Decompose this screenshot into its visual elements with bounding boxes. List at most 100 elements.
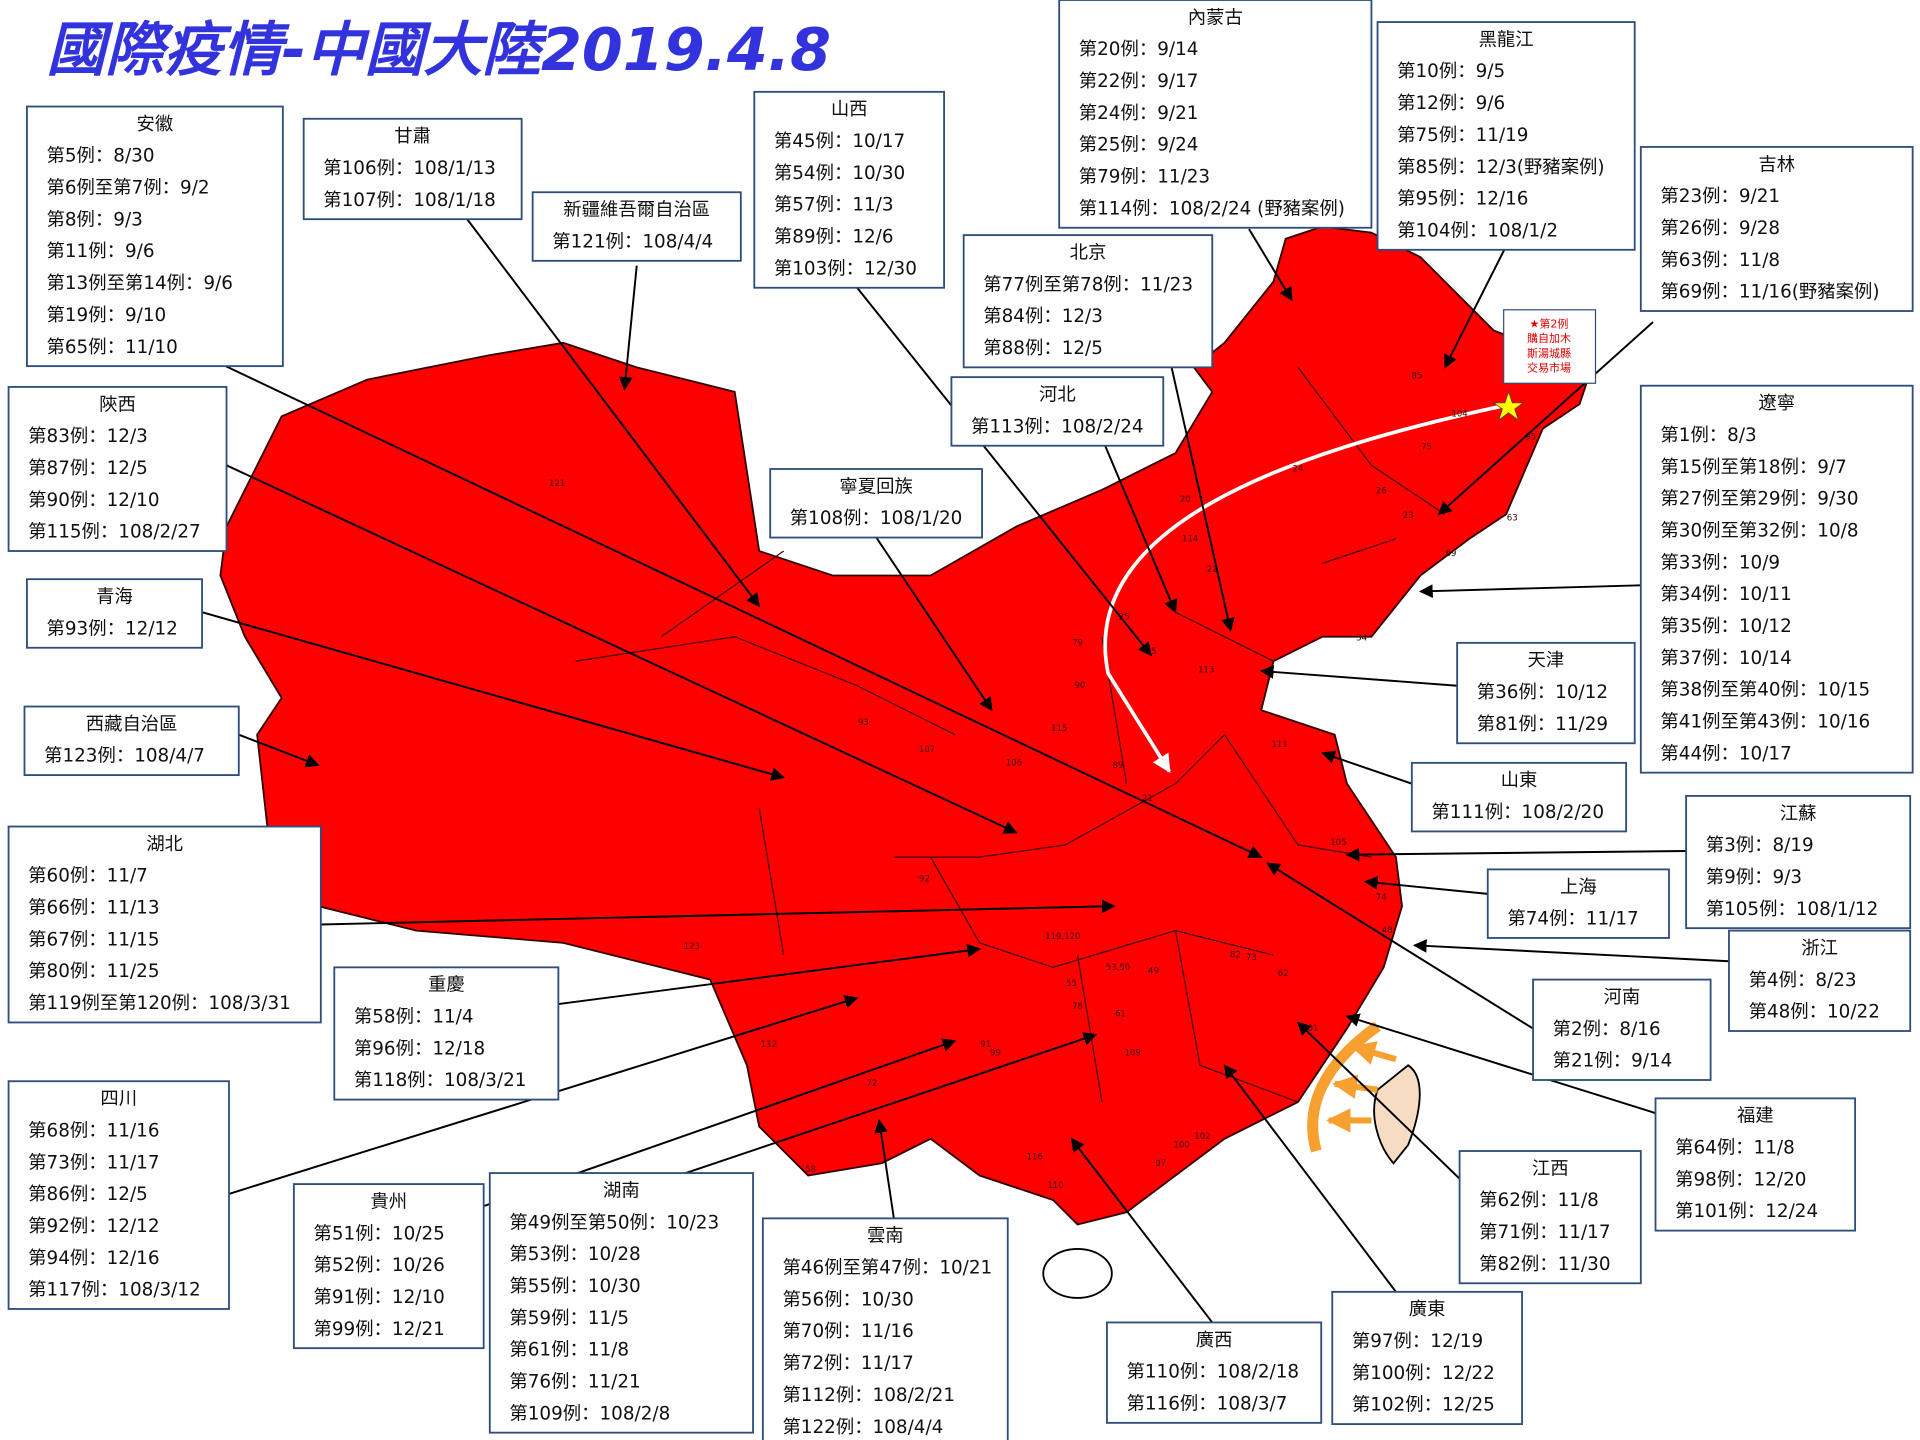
case-line: 第51例：10/25 [313, 1223, 444, 1244]
map-label: 123 [684, 942, 700, 952]
box-frame [7, 1080, 230, 1310]
region-name: 甘肅 [394, 126, 431, 147]
case-line: 第38例至第40例：10/15 [1660, 680, 1870, 701]
province-borders [575, 366, 1446, 1103]
map-label: 73 [1246, 953, 1257, 963]
case-line: 第105例：108/1/12 [1706, 899, 1879, 920]
box-frame [1106, 1321, 1323, 1424]
box-frame [753, 90, 946, 289]
map-label: 111 [1271, 740, 1287, 750]
pointer-arrow [1444, 245, 1507, 369]
case-line: 第45例：10/17 [774, 131, 905, 152]
box-frame [7, 386, 228, 552]
case-line: 第106例：108/1/13 [323, 158, 496, 179]
pointer-arrow [874, 1119, 895, 1219]
map-label: 24 [1293, 464, 1304, 474]
pointer-arrow [1321, 750, 1413, 785]
case-line: 第93例：12/12 [47, 618, 178, 639]
note-line: 斯湯城縣 [1527, 347, 1571, 360]
region-name: 四川 [100, 1089, 137, 1110]
region-name: 河南 [1603, 987, 1640, 1008]
pointer-arrow [1248, 228, 1293, 302]
map-label: 95 [1525, 433, 1536, 443]
map-label: 74 [1376, 893, 1387, 903]
case-line: 第98例：12/20 [1675, 1169, 1806, 1190]
pointer-arrow [238, 733, 320, 768]
case-line: 第22例：9/17 [1079, 71, 1199, 92]
region-name: 北京 [1070, 242, 1107, 263]
map-label: 69 [1446, 549, 1457, 559]
map-label: 72 [866, 1079, 877, 1089]
pointer-arrow [1266, 862, 1534, 1030]
case-line: 第21例：9/14 [1553, 1051, 1673, 1072]
case-line: 第79例：11/23 [1079, 167, 1210, 188]
case-line: 第90例：12/10 [28, 490, 159, 511]
pointer-arrow [320, 899, 1116, 926]
map-label: 100 [1173, 1140, 1189, 1150]
case-line: 第81例：11/29 [1477, 714, 1608, 735]
case-line: 第53例：10/28 [509, 1244, 640, 1265]
case-line: 第113例：108/2/24 [971, 416, 1144, 437]
map-label: 119,120 [1045, 932, 1080, 942]
case-line: 第9例：9/3 [1706, 867, 1802, 888]
map-label: 62 [1278, 969, 1289, 979]
region-name: 河北 [1039, 385, 1076, 406]
case-line: 第112例：108/2/21 [782, 1385, 955, 1406]
map-label: 91 [980, 1040, 991, 1050]
pointer-arrow [1437, 321, 1654, 516]
pointer-arrow [1296, 1021, 1483, 1201]
region-name: 重慶 [428, 975, 465, 996]
region-name: 江蘇 [1780, 803, 1817, 824]
box-frame [1376, 21, 1636, 251]
map-label: 109 [1124, 1049, 1140, 1059]
case-line: 第84例：12/3 [983, 306, 1103, 327]
pointer-arrow [1345, 847, 1687, 862]
map-label: 58 [805, 1165, 816, 1175]
box-frame [1639, 146, 1914, 312]
case-line: 第34例：10/11 [1660, 584, 1791, 605]
region-name: 遼寧 [1758, 393, 1795, 414]
map-label: 121 [549, 479, 565, 489]
box-frame [488, 1172, 754, 1434]
case-line: 第63例：11/8 [1660, 250, 1780, 271]
box-frame [950, 376, 1165, 447]
case-line: 第71例：11/17 [1479, 1222, 1610, 1243]
map-label: 105 [1330, 838, 1346, 848]
case-line: 第20例：9/14 [1079, 39, 1199, 60]
case-line: 第86例：12/5 [28, 1184, 148, 1205]
pointer-arrow [219, 362, 1263, 859]
region-name: 寧夏回族 [839, 476, 912, 497]
case-line: 第82例：11/30 [1479, 1254, 1610, 1275]
case-line: 第4例：8/23 [1749, 970, 1857, 991]
region-name: 青海 [96, 587, 133, 608]
case-line: 第6例至第7例：9/2 [47, 178, 210, 199]
case-line: 第61例：11/8 [509, 1340, 629, 1361]
case-line: 第26例：9/28 [1660, 218, 1780, 239]
case-line: 第92例：12/12 [28, 1216, 159, 1237]
map-label: 112 [761, 1040, 777, 1050]
pointer-arrow [1101, 437, 1178, 614]
case-line: 第102例：12/25 [1352, 1395, 1495, 1416]
box-frame [1639, 384, 1914, 774]
box-frame [1654, 1097, 1857, 1232]
case-line: 第8例：9/3 [47, 209, 143, 230]
case-line: 第41例至第43例：10/16 [1660, 711, 1870, 732]
case-line: 第25例：9/24 [1079, 135, 1199, 156]
case-line: 第59例：11/5 [509, 1308, 629, 1329]
case-line: 第109例：108/2/8 [509, 1403, 670, 1424]
case-line: 第60例：11/7 [28, 866, 148, 887]
map-label: 61 [1115, 1009, 1126, 1019]
map-label: 107 [919, 745, 935, 755]
